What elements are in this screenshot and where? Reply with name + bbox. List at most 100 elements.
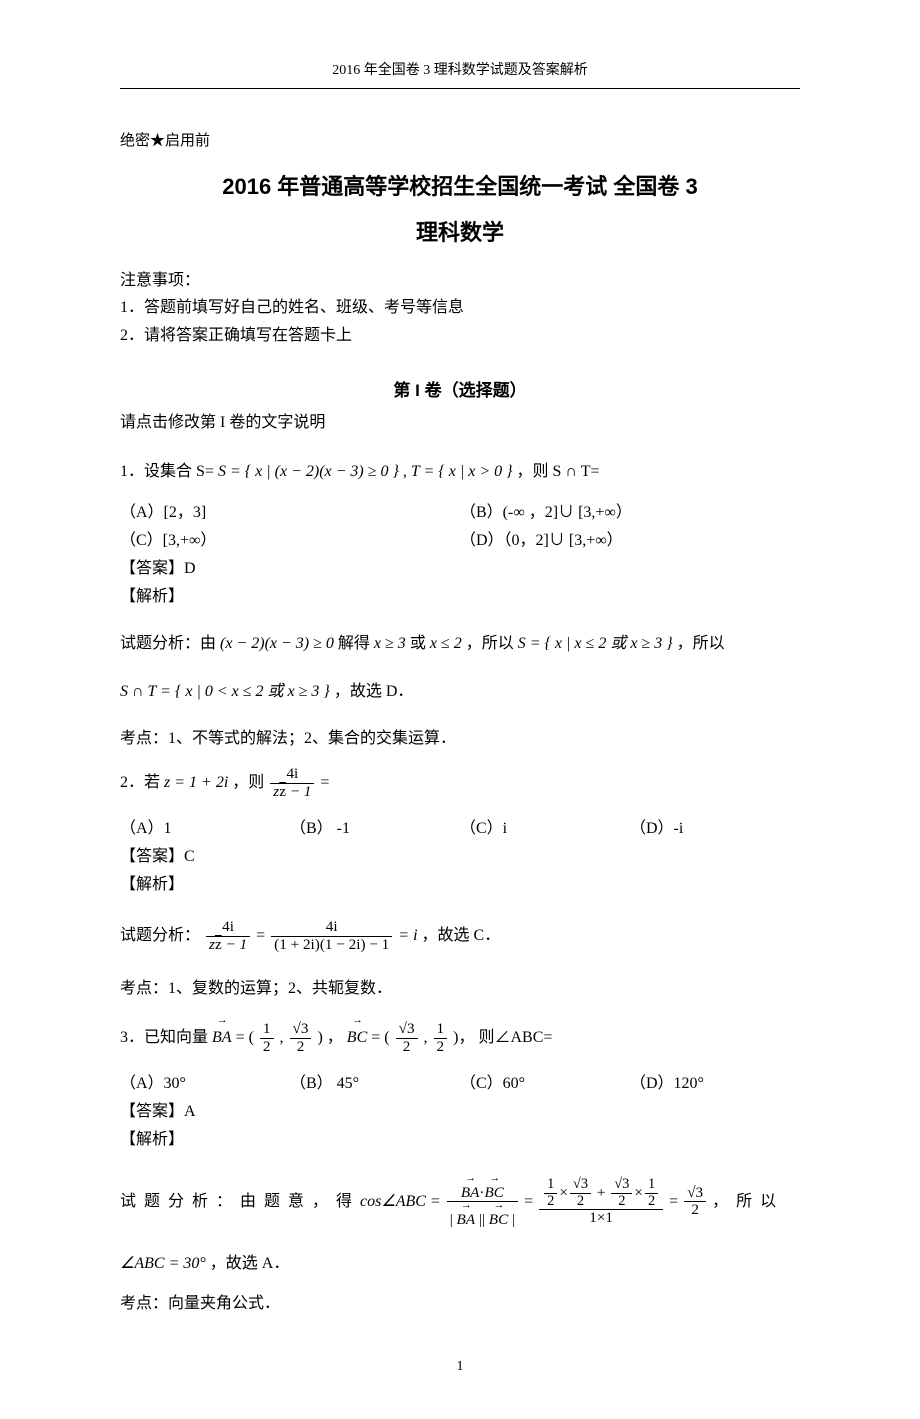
q3-analysis-label: 【解析】: [120, 1127, 800, 1153]
text: 或: [410, 635, 430, 652]
math: x ≤ 2: [430, 635, 462, 652]
text: =: [256, 927, 269, 944]
vector-ba: BA: [461, 1175, 480, 1202]
q3-analysis-line2: ∠ABC = 30° ，故选 A．: [120, 1251, 800, 1277]
text: = (: [236, 1029, 254, 1046]
text: = (: [371, 1029, 389, 1046]
text: ，故选 C．: [422, 927, 501, 944]
fraction: BA·BC | BA || BC |: [447, 1175, 518, 1229]
fraction: 12: [544, 1177, 557, 1210]
fraction: √32: [570, 1177, 591, 1210]
text: 则∠ABC=: [478, 1029, 552, 1046]
math: x ≥ 3: [374, 635, 406, 652]
section-1-instruction: 请点击修改第 I 卷的文字说明: [120, 410, 800, 436]
numerator: √3: [684, 1185, 706, 1203]
fraction: √32: [684, 1185, 706, 1219]
text: ，: [327, 1029, 343, 1046]
numerator: 4i: [270, 766, 314, 784]
denominator: 2: [396, 1039, 418, 1056]
numerator: √3: [290, 1021, 312, 1039]
text: − 1: [286, 783, 311, 800]
numerator: 12×√32 + √32×12: [539, 1177, 663, 1211]
text: |: [508, 1211, 515, 1228]
denominator: zz − 1: [206, 937, 250, 954]
text: ，故选 A．: [210, 1255, 290, 1272]
denominator: zz − 1: [270, 784, 314, 801]
q1-option-a: （A）[2，3]: [120, 499, 460, 527]
numerator: 1: [260, 1021, 274, 1039]
math: = i: [398, 927, 417, 944]
text: ×: [559, 1184, 568, 1201]
q1-options: （A）[2，3] （B）(-∞ ，2]∪ [3,+∞） （C）[3,+∞） （D…: [120, 499, 800, 554]
denominator: 2: [290, 1039, 312, 1056]
denominator: 2: [684, 1202, 706, 1219]
text: 解得: [338, 635, 374, 652]
vec-label: BA: [461, 1184, 480, 1201]
page-number: 1: [120, 1356, 800, 1378]
text: ， 所 以: [712, 1193, 778, 1210]
vector-bc: BC: [347, 1015, 367, 1051]
denominator: | BA || BC |: [447, 1202, 518, 1229]
text: 2．若: [120, 774, 164, 791]
q3-kaodian: 考点：向量夹角公式．: [120, 1291, 800, 1317]
text: 试题分析：由: [120, 635, 220, 652]
q1-option-c: （C）[3,+∞）: [120, 527, 460, 555]
q3-option-d: （D）120°: [630, 1070, 800, 1098]
fraction: 12: [260, 1021, 274, 1055]
text: − 1: [222, 936, 247, 953]
text: 试 题 分 析 ： 由 题 意 ， 得: [120, 1193, 360, 1210]
text: ，则: [232, 774, 268, 791]
q3-analysis-line1: 试 题 分 析 ： 由 题 意 ， 得 cos∠ABC = BA·BC | BA…: [120, 1175, 800, 1229]
exam-title-main: 2016 年普通高等学校招生全国统一考试 全国卷 3: [120, 169, 800, 204]
section-1-heading: 第 I 卷（选择题）: [120, 377, 800, 404]
running-header: 2016 年全国卷 3 理科数学试题及答案解析: [120, 60, 800, 89]
numerator: 1: [434, 1021, 448, 1039]
text: )，: [453, 1029, 474, 1046]
denominator: 2: [434, 1039, 448, 1056]
math: cos∠ABC =: [360, 1193, 445, 1210]
denominator: 2: [260, 1039, 274, 1056]
math: S ∩ T = { x | 0 < x ≤ 2 或 x ≥ 3 }: [120, 683, 330, 700]
fraction: 4i zz − 1: [206, 919, 250, 953]
denominator: 1×1: [539, 1210, 663, 1227]
q2-analysis-label: 【解析】: [120, 872, 800, 898]
q2-option-a: （A）1: [120, 815, 290, 843]
q2-answer-val: C: [184, 848, 195, 865]
notes-line-2: 2．请将答案正确填写在答题卡上: [120, 323, 800, 349]
denominator: 2: [570, 1194, 591, 1210]
numerator: √3: [611, 1177, 632, 1194]
text: ,: [280, 1029, 288, 1046]
text: ||: [475, 1211, 489, 1228]
q1-answer: 【答案】D: [120, 556, 800, 582]
q1-stem-math: S = { x | (x − 2)(x − 3) ≥ 0 } , T = { x…: [218, 463, 513, 480]
denominator: 2: [645, 1194, 658, 1210]
q3-stem: 3．已知向量 BA = ( 12 , √32 ) ， BC = ( √32 , …: [120, 1015, 800, 1056]
vector-bc: BC: [489, 1202, 508, 1229]
q3-option-b: （B） 45°: [290, 1070, 460, 1098]
denominator: (1 + 2i)(1 − 2i) − 1: [271, 937, 392, 954]
q1-stem-post: ，则 S ∩ T=: [517, 463, 600, 480]
fraction: √32: [396, 1021, 418, 1055]
numerator: √3: [570, 1177, 591, 1194]
text: ，故选 D．: [334, 683, 414, 700]
text: ，所以: [677, 635, 725, 652]
fraction: √32: [290, 1021, 312, 1055]
answer-label: 【答案】: [120, 848, 184, 865]
vec-label: BC: [347, 1029, 367, 1046]
q2-option-d: （D）-i: [630, 815, 800, 843]
fraction: 12: [645, 1177, 658, 1210]
fraction: 4i (1 + 2i)(1 − 2i) − 1: [271, 919, 392, 953]
z-bar: z: [279, 783, 286, 800]
text: =: [320, 774, 329, 791]
exam-title-sub: 理科数学: [120, 215, 800, 250]
numerator: 1: [544, 1177, 557, 1194]
q1-stem-pre: 1．设集合 S=: [120, 463, 218, 480]
page: 2016 年全国卷 3 理科数学试题及答案解析 绝密★启用前 2016 年普通高…: [0, 0, 920, 1419]
denominator: 2: [544, 1194, 557, 1210]
text: |: [450, 1211, 457, 1228]
numerator: BA·BC: [447, 1175, 518, 1203]
text: ,: [424, 1029, 432, 1046]
q3-option-a: （A）30°: [120, 1070, 290, 1098]
q2-option-b: （B） -1: [290, 815, 460, 843]
q2-options: （A）1 （B） -1 （C）i （D）-i: [120, 815, 800, 843]
